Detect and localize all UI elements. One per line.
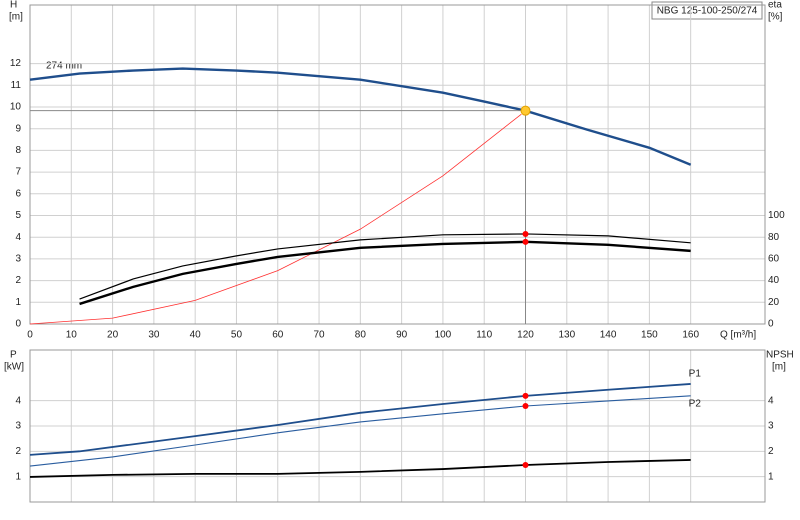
- x-tick-label: 120: [517, 330, 534, 341]
- y-label: P: [10, 350, 17, 361]
- duty-point: [522, 402, 529, 409]
- y2-unit: [m]: [772, 362, 786, 373]
- plot-frame: [29, 4, 766, 325]
- y2-unit: [%]: [768, 12, 783, 23]
- x-tick-label: 0: [27, 330, 33, 341]
- y-tick-label: 5: [15, 210, 21, 221]
- y2-tick-label: 40: [768, 275, 780, 286]
- y2-tick-label: 60: [768, 254, 780, 265]
- y-tick-label: 2: [15, 275, 21, 286]
- y-tick-label: 2: [15, 446, 21, 457]
- y2-tick-label: 4: [768, 395, 774, 406]
- y2-tick-label: 20: [768, 297, 780, 308]
- x-tick-label: 150: [641, 330, 658, 341]
- x-tick-label: 140: [600, 330, 617, 341]
- series-line: [29, 459, 691, 478]
- y2-tick-label: 0: [768, 319, 774, 330]
- y-tick-label: 8: [15, 145, 21, 156]
- x-tick-label: 40: [190, 330, 202, 341]
- y2-label: eta: [768, 0, 782, 11]
- y-tick-label: 3: [15, 421, 21, 432]
- plot-frame: [29, 349, 766, 503]
- y-unit: [m]: [9, 12, 23, 23]
- duty-point: [522, 230, 529, 237]
- x-tick-label: 160: [682, 330, 699, 341]
- y-tick-label: 9: [15, 123, 21, 134]
- y-tick-label: 3: [15, 254, 21, 265]
- y-tick-label: 4: [15, 232, 21, 243]
- duty-point: [520, 105, 531, 116]
- series-line: [79, 240, 691, 306]
- x-tick-label: 20: [107, 330, 119, 341]
- series-line: [29, 67, 692, 166]
- x-tick-label: 130: [558, 330, 575, 341]
- x-label: Q [m³/h]: [720, 330, 756, 341]
- y-tick-label: 0: [15, 319, 21, 330]
- series-line: [29, 113, 522, 325]
- y2-tick-label: 3: [768, 421, 774, 432]
- duty-point: [522, 392, 529, 399]
- series-line: [29, 383, 691, 456]
- duty-point: [522, 238, 529, 245]
- y2-tick-label: 80: [768, 232, 780, 243]
- y2-label: NPSH: [766, 350, 794, 361]
- series-line: [79, 233, 691, 300]
- annotation: 274 mm: [46, 61, 82, 72]
- y-label: H: [10, 0, 17, 11]
- y-tick-label: 12: [10, 58, 22, 69]
- duty-point: [522, 462, 529, 469]
- chart-title: NBG 125-100-250/274: [657, 6, 758, 17]
- y-unit: [kW]: [4, 362, 24, 373]
- y-tick-label: 1: [15, 471, 21, 482]
- x-tick-label: 50: [231, 330, 243, 341]
- y2-tick-label: 1: [768, 471, 774, 482]
- x-tick-label: 90: [396, 330, 408, 341]
- y-tick-label: 4: [15, 395, 21, 406]
- x-tick-label: 70: [313, 330, 325, 341]
- legend-label: P2: [689, 398, 702, 409]
- x-tick-label: 100: [435, 330, 452, 341]
- y2-tick-label: 100: [768, 210, 785, 221]
- y-tick-label: 7: [15, 167, 21, 178]
- x-tick-label: 110: [476, 330, 492, 341]
- y-tick-label: 10: [10, 102, 22, 113]
- x-tick-label: 30: [148, 330, 160, 341]
- x-tick-label: 60: [272, 330, 284, 341]
- x-tick-label: 80: [355, 330, 367, 341]
- y-tick-label: 1: [15, 297, 21, 308]
- y2-tick-label: 2: [768, 446, 774, 457]
- series-line: [29, 395, 691, 467]
- x-tick-label: 10: [66, 330, 78, 341]
- title-box: [651, 1, 763, 20]
- y-tick-label: 11: [11, 80, 22, 91]
- legend-label: P1: [689, 369, 702, 380]
- y-tick-label: 6: [15, 188, 21, 199]
